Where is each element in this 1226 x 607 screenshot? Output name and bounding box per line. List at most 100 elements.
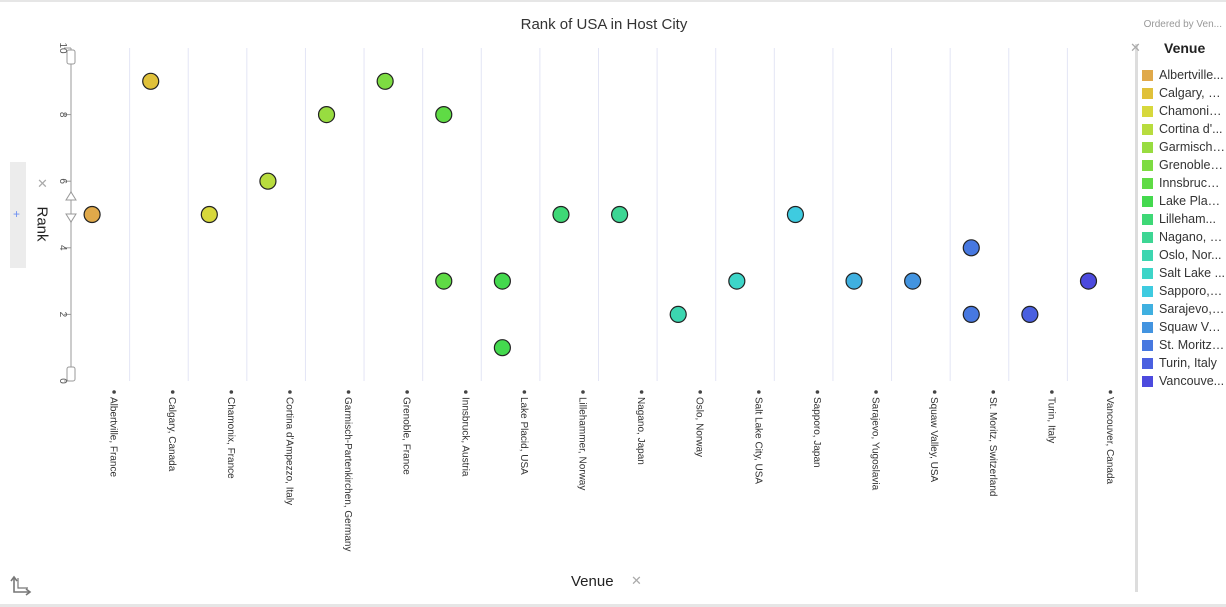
x-tick-label: Grenoble, France	[401, 397, 412, 475]
x-tick-bullet	[991, 390, 996, 394]
y-tick-label: 0	[57, 378, 68, 384]
data-point[interactable]	[435, 105, 453, 124]
legend-item[interactable]: Garmisch-...	[1142, 138, 1226, 156]
axis-swap-icon[interactable]	[10, 575, 32, 603]
data-point[interactable]	[728, 272, 746, 290]
data-point[interactable]	[786, 205, 805, 224]
data-point[interactable]	[435, 272, 453, 290]
legend-swatch	[1142, 69, 1153, 81]
legend-title: Venue	[1164, 40, 1206, 56]
x-tick-group: Sapporo, Japan	[811, 390, 822, 468]
y-axis-close-icon[interactable]: ✕	[37, 176, 48, 191]
data-point[interactable]	[1021, 305, 1039, 323]
legend-item[interactable]: Lilleham...	[1142, 210, 1226, 228]
legend-item-label: Sarajevo, ...	[1159, 302, 1225, 316]
x-tick-label: Oslo, Norway	[694, 397, 705, 457]
x-tick-bullet	[229, 390, 234, 394]
legend-swatch	[1142, 357, 1153, 369]
x-tick-group: Nagano, Japan	[635, 390, 646, 465]
x-tick-bullet	[757, 390, 761, 394]
legend-item[interactable]: Oslo, Nor...	[1142, 246, 1226, 264]
data-point[interactable]	[200, 205, 218, 224]
y-axis-title[interactable]: Rank	[33, 206, 51, 242]
legend-item-label: Calgary, C...	[1159, 86, 1225, 100]
data-point[interactable]	[376, 72, 394, 90]
y-tick-label: 2	[57, 312, 68, 318]
x-tick-bullet	[112, 390, 116, 394]
legend-item[interactable]: Vancouve...	[1142, 372, 1226, 390]
plus-icon[interactable]: +	[13, 207, 21, 221]
legend-item[interactable]: Squaw Val...	[1142, 318, 1226, 336]
legend-item[interactable]: Chamonix...	[1142, 102, 1226, 120]
data-point[interactable]	[142, 72, 160, 90]
y-pan-handle[interactable]	[65, 191, 77, 223]
data-point[interactable]	[904, 272, 922, 290]
x-tick-label: Squaw Valley, USA	[928, 397, 939, 483]
data-point[interactable]	[962, 305, 980, 323]
legend-swatch	[1142, 249, 1153, 261]
data-point[interactable]	[962, 239, 980, 257]
legend-item[interactable]: Sapporo, J...	[1142, 282, 1226, 300]
data-point[interactable]	[493, 272, 511, 290]
legend-item-label: Turin, Italy	[1159, 356, 1217, 370]
y-axis-shelf[interactable]	[10, 162, 26, 268]
x-tick-group: Vancouver, Canada	[1104, 390, 1115, 485]
x-tick-group: Lillehammer, Norway	[576, 390, 587, 490]
legend-item[interactable]: Albertville...	[1142, 66, 1226, 84]
legend-item[interactable]: Cortina d'...	[1142, 120, 1226, 138]
legend-item[interactable]: Sarajevo, ...	[1142, 300, 1226, 318]
x-tick-bullet	[463, 390, 468, 394]
data-point[interactable]	[83, 205, 101, 224]
data-point[interactable]	[552, 205, 570, 224]
x-tick-label: Cortina d'Ampezzo, Italy	[283, 397, 294, 505]
y-range-handle-top[interactable]	[66, 49, 76, 65]
x-tick-bullet	[405, 390, 409, 394]
legend-swatch	[1142, 87, 1153, 99]
legend-swatch	[1142, 105, 1153, 117]
y-tick-label: 4	[57, 245, 68, 251]
ordered-by-label[interactable]: Ordered by Ven...	[1143, 19, 1222, 30]
legend-scrollbar[interactable]	[1135, 44, 1138, 592]
legend-swatch	[1142, 141, 1153, 153]
legend-item[interactable]: Salt Lake ...	[1142, 264, 1226, 282]
x-tick-group: Grenoble, France	[401, 390, 412, 475]
legend-item[interactable]: Grenoble, ...	[1142, 156, 1226, 174]
x-tick-group: Squaw Valley, USA	[928, 390, 939, 483]
data-point[interactable]	[1079, 272, 1098, 290]
legend-item[interactable]: Turin, Italy	[1142, 354, 1226, 372]
x-axis-title[interactable]: Venue	[571, 573, 614, 590]
legend-item[interactable]: Nagano, J...	[1142, 228, 1226, 246]
legend-swatch	[1142, 177, 1153, 189]
data-point[interactable]	[493, 339, 511, 357]
legend-close-icon[interactable]: ✕	[1130, 40, 1141, 55]
x-axis-close-icon[interactable]: ✕	[631, 573, 642, 588]
y-tick-label: 6	[57, 178, 68, 184]
data-point[interactable]	[259, 172, 277, 190]
legend-item[interactable]: Innsbruck,...	[1142, 174, 1226, 192]
legend-item-label: Cortina d'...	[1159, 122, 1223, 136]
x-tick-label: Albertville, France	[108, 397, 119, 477]
legend-item-label: Vancouve...	[1159, 374, 1225, 388]
x-tick-label: Lake Placid, USA	[518, 397, 529, 475]
x-tick-label: Vancouver, Canada	[1104, 397, 1115, 485]
legend-item-label: Nagano, J...	[1159, 230, 1225, 244]
legend-swatch	[1142, 303, 1153, 315]
data-point[interactable]	[610, 205, 629, 224]
legend-item[interactable]: Calgary, C...	[1142, 84, 1226, 102]
data-point[interactable]	[669, 305, 687, 323]
x-tick-bullet	[1108, 390, 1113, 394]
data-point[interactable]	[317, 105, 336, 124]
legend-item-label: Salt Lake ...	[1159, 266, 1225, 280]
chart-title: Rank of USA in Host City	[520, 16, 688, 33]
legend-item[interactable]: Lake Placi...	[1142, 192, 1226, 210]
x-tick-group: Garmisch-Partenkirchen, Germany	[342, 390, 353, 552]
data-point[interactable]	[845, 272, 863, 290]
legend-item-label: Innsbruck,...	[1159, 176, 1225, 190]
legend-item-label: Grenoble, ...	[1159, 158, 1225, 172]
legend-item-label: Lilleham...	[1159, 212, 1216, 226]
x-tick-group: Innsbruck, Austria	[459, 390, 470, 477]
x-tick-label: Sapporo, Japan	[811, 397, 822, 468]
legend-item[interactable]: St. Moritz, ...	[1142, 336, 1226, 354]
x-tick-label: Chamonix, France	[225, 397, 236, 479]
